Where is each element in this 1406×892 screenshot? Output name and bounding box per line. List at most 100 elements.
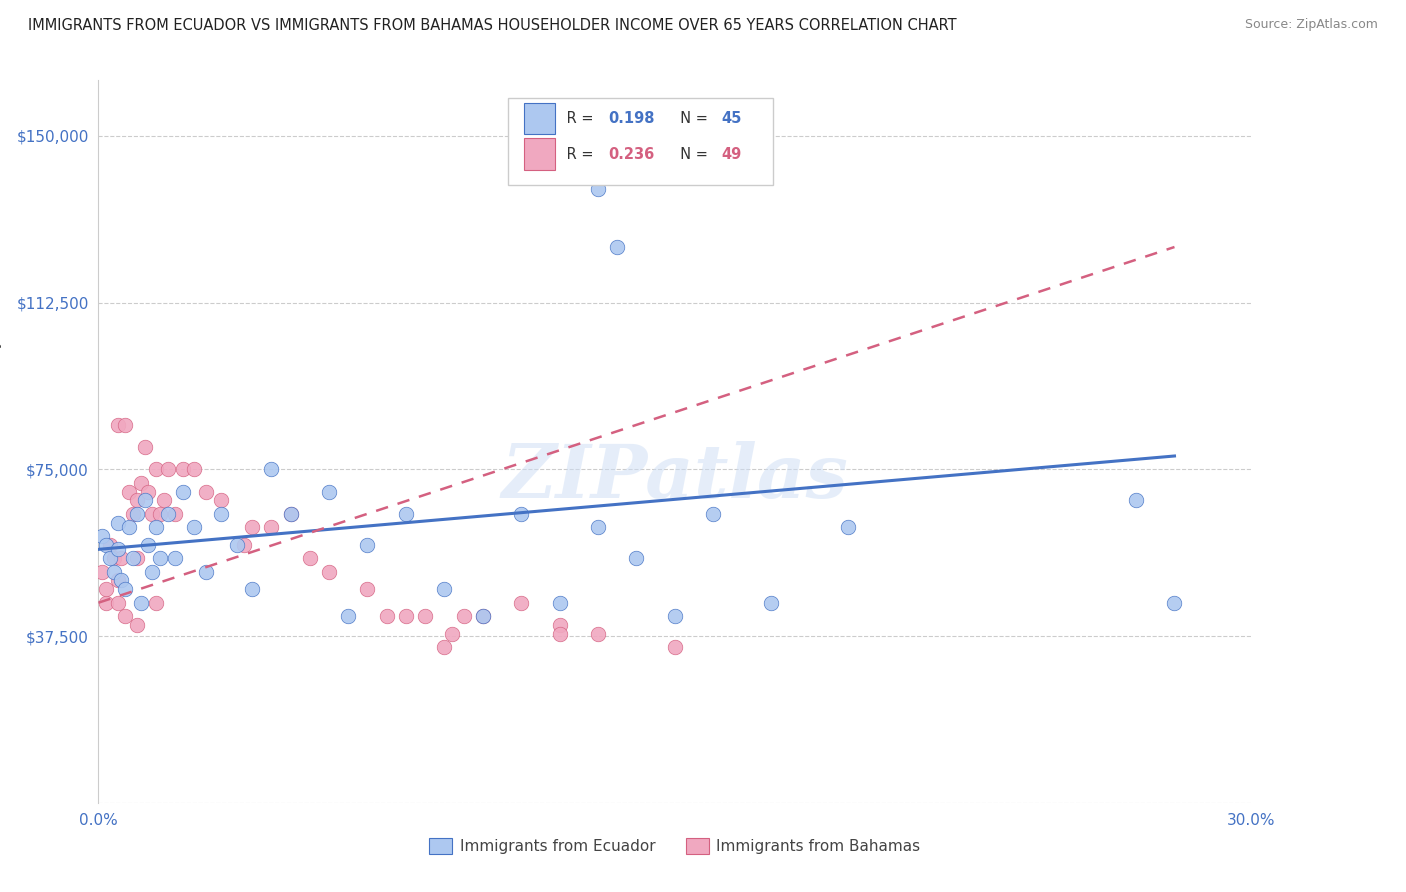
- Point: [122, 507, 145, 521]
- Text: N =: N =: [672, 147, 713, 161]
- Point: [125, 618, 148, 632]
- Point: [1125, 493, 1147, 508]
- Point: [141, 565, 163, 579]
- Text: ZIPatlas: ZIPatlas: [502, 442, 848, 514]
- Point: [118, 484, 141, 499]
- Point: [375, 609, 398, 624]
- Point: [195, 565, 218, 579]
- Point: [395, 507, 418, 521]
- Text: 0.236: 0.236: [607, 147, 654, 161]
- Point: [510, 507, 533, 521]
- Point: [138, 538, 160, 552]
- Point: [260, 520, 283, 534]
- Y-axis label: Householder Income Over 65 years: Householder Income Over 65 years: [0, 306, 3, 577]
- Point: [98, 551, 121, 566]
- Point: [759, 596, 782, 610]
- Point: [125, 493, 148, 508]
- Point: [548, 596, 571, 610]
- Point: [107, 542, 129, 557]
- Point: [586, 520, 609, 534]
- Point: [471, 609, 494, 624]
- Point: [110, 574, 132, 588]
- Point: [195, 484, 218, 499]
- Point: [1163, 596, 1185, 610]
- Point: [107, 596, 129, 610]
- FancyBboxPatch shape: [524, 103, 555, 135]
- Point: [156, 462, 179, 476]
- Point: [453, 609, 475, 624]
- Point: [702, 507, 724, 521]
- Text: 45: 45: [721, 112, 741, 126]
- Point: [280, 507, 302, 521]
- Point: [356, 582, 378, 597]
- Point: [183, 462, 205, 476]
- Point: [548, 618, 571, 632]
- Point: [233, 538, 256, 552]
- Legend: Immigrants from Ecuador, Immigrants from Bahamas: Immigrants from Ecuador, Immigrants from…: [423, 832, 927, 860]
- Point: [172, 462, 194, 476]
- Point: [114, 417, 136, 432]
- Point: [141, 507, 163, 521]
- Point: [548, 627, 571, 641]
- Point: [606, 240, 628, 254]
- Point: [91, 529, 114, 543]
- Point: [94, 538, 117, 552]
- Point: [337, 609, 360, 624]
- Point: [145, 520, 167, 534]
- Point: [183, 520, 205, 534]
- Point: [240, 520, 263, 534]
- Point: [209, 507, 232, 521]
- Point: [356, 538, 378, 552]
- Point: [664, 609, 686, 624]
- Point: [440, 627, 463, 641]
- Point: [240, 582, 263, 597]
- Point: [260, 462, 283, 476]
- Text: R =: R =: [562, 112, 598, 126]
- Point: [280, 507, 302, 521]
- Point: [837, 520, 859, 534]
- Text: N =: N =: [672, 112, 713, 126]
- Point: [122, 551, 145, 566]
- Point: [586, 182, 609, 196]
- Point: [145, 596, 167, 610]
- Point: [103, 565, 125, 579]
- Point: [103, 551, 125, 566]
- Text: 49: 49: [721, 147, 741, 161]
- Point: [165, 551, 187, 566]
- FancyBboxPatch shape: [508, 98, 773, 185]
- Point: [149, 551, 172, 566]
- Point: [134, 493, 156, 508]
- Point: [94, 596, 117, 610]
- Point: [114, 582, 136, 597]
- Point: [664, 640, 686, 655]
- FancyBboxPatch shape: [524, 138, 555, 170]
- Point: [129, 475, 152, 490]
- Point: [165, 507, 187, 521]
- Point: [298, 551, 321, 566]
- Point: [626, 551, 648, 566]
- Point: [138, 484, 160, 499]
- Point: [91, 565, 114, 579]
- Point: [318, 565, 340, 579]
- Point: [125, 507, 148, 521]
- Point: [134, 440, 156, 454]
- Point: [433, 640, 456, 655]
- Point: [145, 462, 167, 476]
- Point: [98, 538, 121, 552]
- Point: [107, 417, 129, 432]
- Point: [152, 493, 174, 508]
- Point: [209, 493, 232, 508]
- Point: [125, 551, 148, 566]
- Text: Source: ZipAtlas.com: Source: ZipAtlas.com: [1244, 18, 1378, 31]
- Point: [156, 507, 179, 521]
- Point: [110, 551, 132, 566]
- Point: [107, 574, 129, 588]
- Point: [318, 484, 340, 499]
- Point: [225, 538, 247, 552]
- Point: [94, 582, 117, 597]
- Point: [471, 609, 494, 624]
- Point: [149, 507, 172, 521]
- Point: [586, 627, 609, 641]
- Text: IMMIGRANTS FROM ECUADOR VS IMMIGRANTS FROM BAHAMAS HOUSEHOLDER INCOME OVER 65 YE: IMMIGRANTS FROM ECUADOR VS IMMIGRANTS FR…: [28, 18, 956, 33]
- Point: [114, 609, 136, 624]
